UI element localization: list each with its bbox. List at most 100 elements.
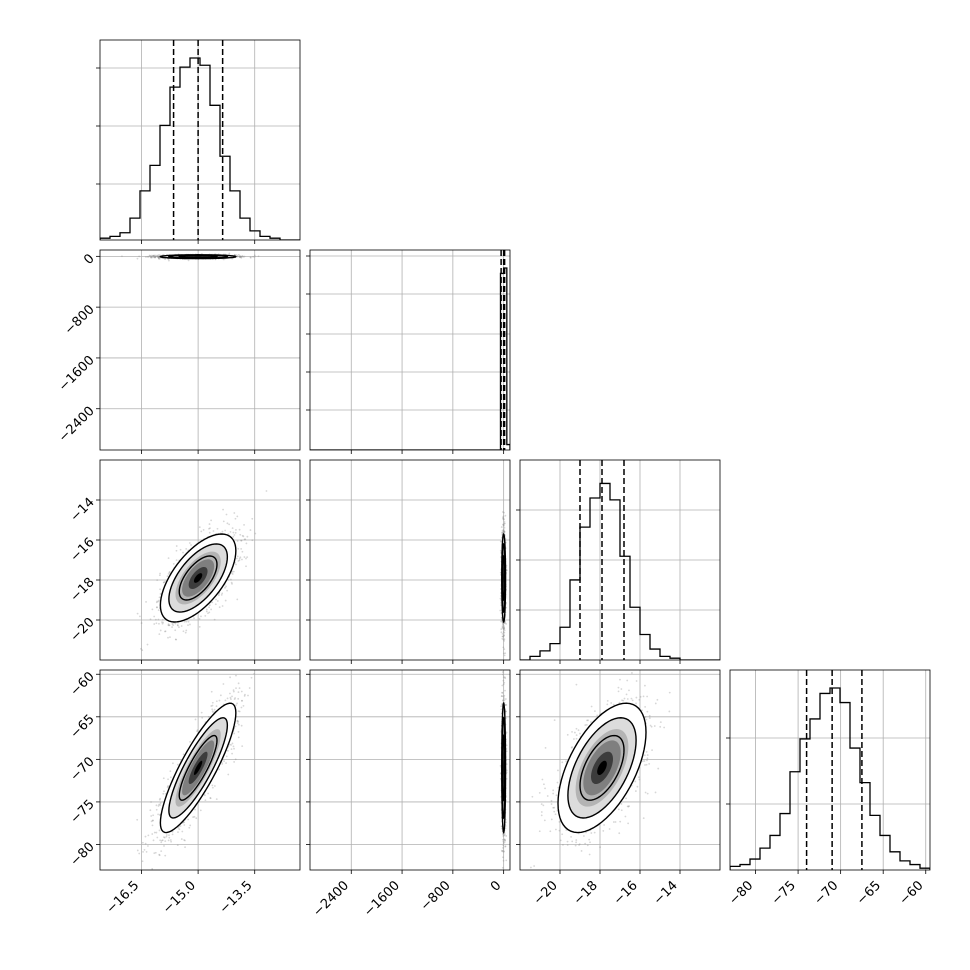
y-tick-label: −18 — [68, 575, 98, 605]
sample-point — [234, 531, 237, 534]
sample-point — [158, 829, 161, 832]
sample-point — [243, 523, 245, 526]
sample-point — [227, 533, 230, 535]
sample-point — [222, 520, 225, 523]
sample-point — [503, 522, 506, 525]
sample-point — [505, 569, 508, 572]
x-tick-label: −70 — [811, 878, 841, 908]
sample-point — [239, 255, 242, 258]
sample-point — [241, 534, 244, 537]
sample-point — [225, 585, 227, 588]
sample-point — [502, 635, 505, 638]
sample-point — [499, 597, 502, 600]
sample-point — [240, 255, 243, 258]
sample-point — [136, 257, 139, 260]
sample-point — [233, 512, 236, 514]
sample-point — [151, 255, 153, 258]
sample-point — [213, 618, 216, 621]
sample-point — [503, 654, 506, 657]
sample-point — [161, 622, 164, 625]
sample-point — [158, 258, 161, 260]
sample-point — [161, 839, 164, 842]
panel-frame — [99, 459, 301, 661]
sample-point — [151, 254, 154, 257]
sample-point — [237, 697, 240, 700]
sample-point — [226, 589, 229, 592]
sample-point — [179, 548, 182, 551]
sample-point — [229, 530, 232, 533]
sample-point — [146, 643, 149, 646]
sample-point — [147, 255, 150, 258]
sample-point — [154, 254, 156, 257]
sample-point — [159, 629, 162, 632]
sample-point — [158, 255, 160, 258]
sample-point — [503, 629, 506, 632]
sample-point — [240, 255, 243, 258]
sample-point — [182, 551, 184, 554]
sample-point — [231, 527, 234, 529]
sample-point — [174, 629, 177, 632]
sample-point — [153, 256, 156, 259]
sample-point — [238, 255, 241, 257]
sample-point — [194, 718, 197, 721]
sample-point — [204, 799, 207, 802]
sample-point — [246, 535, 249, 538]
sample-point — [503, 626, 505, 629]
sample-point — [168, 570, 171, 573]
sample-point — [500, 628, 503, 630]
sample-point — [220, 593, 223, 596]
sample-point — [238, 528, 241, 531]
sample-point — [227, 773, 230, 776]
sample-point — [502, 628, 505, 630]
panel-frame — [99, 39, 301, 241]
sample-point — [253, 255, 256, 258]
sample-point — [147, 845, 149, 847]
sample-point — [158, 574, 161, 577]
sample-point — [501, 511, 504, 513]
sample-point — [230, 581, 233, 584]
sample-point — [502, 517, 505, 520]
sample-point — [224, 599, 227, 602]
panel-frame — [99, 249, 301, 451]
sample-point — [160, 841, 163, 844]
sample-point — [243, 556, 246, 558]
sample-point — [238, 687, 241, 690]
density-level — [193, 573, 203, 583]
sample-point — [204, 614, 207, 617]
sample-point — [202, 528, 205, 531]
sample-point — [499, 549, 502, 552]
sample-point — [241, 745, 244, 748]
sample-point — [502, 516, 504, 519]
sample-point — [231, 752, 233, 755]
sample-point — [235, 687, 237, 690]
histogram-3 — [730, 687, 930, 870]
sample-point — [190, 544, 192, 546]
sample-point — [222, 683, 225, 685]
panel-frame — [309, 249, 511, 451]
sample-point — [501, 635, 504, 638]
sample-point — [157, 256, 160, 259]
sample-point — [157, 257, 160, 260]
sample-point — [138, 852, 141, 855]
sample-point — [502, 623, 505, 626]
sample-point — [157, 600, 160, 603]
sample-point — [156, 255, 159, 258]
sample-point — [502, 628, 505, 630]
sample-point — [177, 624, 179, 627]
sample-point — [502, 652, 505, 655]
sample-point — [187, 620, 190, 623]
sample-point — [155, 808, 158, 811]
sample-point — [221, 592, 224, 595]
sample-point — [180, 838, 183, 840]
sample-point — [174, 638, 177, 641]
sample-point — [501, 624, 504, 627]
sample-point — [164, 630, 167, 633]
sample-point — [178, 828, 181, 831]
sample-point — [501, 627, 504, 630]
sample-point — [503, 530, 506, 533]
sample-point — [503, 634, 505, 637]
sample-point — [148, 254, 151, 257]
contour-line — [168, 543, 229, 613]
sample-point — [249, 529, 252, 531]
sample-point — [240, 547, 243, 550]
